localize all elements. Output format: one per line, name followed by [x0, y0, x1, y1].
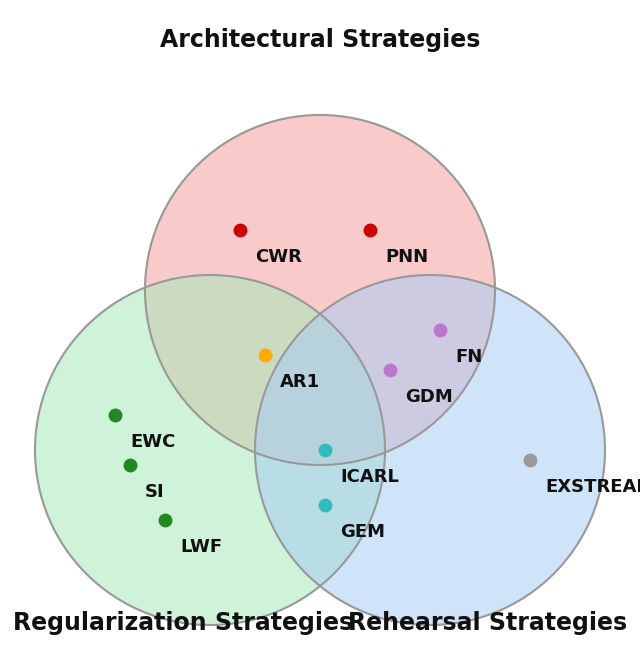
Text: ICARL: ICARL — [340, 468, 399, 486]
Point — [435, 325, 445, 335]
Point — [525, 454, 535, 465]
Text: LWF: LWF — [180, 538, 222, 556]
Point — [320, 500, 330, 510]
Text: Rehearsal Strategies: Rehearsal Strategies — [348, 611, 627, 635]
Circle shape — [145, 115, 495, 465]
Point — [260, 350, 270, 360]
Text: PNN: PNN — [385, 248, 428, 266]
Point — [160, 515, 170, 525]
Text: GDM: GDM — [405, 388, 452, 406]
Text: EWC: EWC — [130, 433, 175, 451]
Point — [110, 410, 120, 421]
Text: AR1: AR1 — [280, 373, 320, 391]
Text: SI: SI — [145, 483, 164, 501]
Text: EXSTREAM: EXSTREAM — [545, 478, 640, 496]
Text: Architectural Strategies: Architectural Strategies — [160, 28, 480, 52]
Point — [125, 460, 135, 470]
Text: FN: FN — [455, 348, 483, 366]
Text: CWR: CWR — [255, 248, 302, 266]
Point — [365, 225, 375, 235]
Point — [235, 225, 245, 235]
Circle shape — [35, 275, 385, 625]
Point — [385, 365, 395, 375]
Point — [320, 445, 330, 455]
Text: Regularization Strategies: Regularization Strategies — [13, 611, 353, 635]
Circle shape — [255, 275, 605, 625]
Text: GEM: GEM — [340, 523, 385, 541]
